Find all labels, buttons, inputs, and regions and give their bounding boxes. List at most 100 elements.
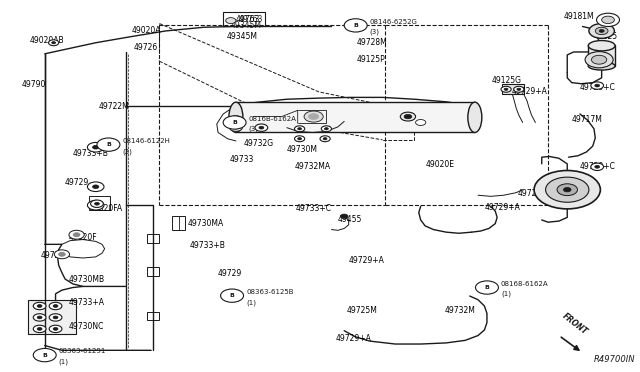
Circle shape bbox=[591, 55, 607, 64]
Bar bbox=[502, 84, 524, 94]
Circle shape bbox=[91, 200, 103, 208]
Bar bbox=[90, 196, 109, 210]
Text: 49020E: 49020E bbox=[425, 160, 454, 169]
Circle shape bbox=[37, 316, 42, 319]
Bar bbox=[147, 267, 159, 276]
Text: 49020A: 49020A bbox=[132, 26, 161, 35]
Circle shape bbox=[415, 119, 426, 125]
Text: (3): (3) bbox=[370, 29, 380, 35]
Text: 0816B-6162A: 0816B-6162A bbox=[248, 116, 296, 122]
Circle shape bbox=[504, 88, 508, 90]
Text: B: B bbox=[230, 293, 234, 298]
Bar bbox=[236, 102, 475, 132]
Bar bbox=[28, 301, 76, 334]
Circle shape bbox=[49, 314, 62, 321]
Circle shape bbox=[259, 126, 264, 129]
Circle shape bbox=[589, 23, 614, 38]
Bar bbox=[147, 311, 159, 320]
Text: 49728: 49728 bbox=[41, 251, 65, 260]
Text: 49729: 49729 bbox=[218, 269, 243, 278]
Bar bbox=[588, 45, 615, 66]
Text: 49730MB: 49730MB bbox=[68, 275, 104, 283]
Text: B: B bbox=[42, 353, 47, 357]
Circle shape bbox=[37, 305, 42, 307]
Circle shape bbox=[33, 325, 46, 333]
Circle shape bbox=[33, 302, 46, 310]
Text: B: B bbox=[353, 23, 358, 28]
Circle shape bbox=[557, 184, 577, 196]
Text: 49763: 49763 bbox=[236, 15, 260, 24]
Circle shape bbox=[230, 116, 243, 123]
Circle shape bbox=[221, 289, 244, 302]
Ellipse shape bbox=[588, 41, 615, 51]
Circle shape bbox=[226, 17, 236, 23]
Circle shape bbox=[595, 84, 600, 87]
Circle shape bbox=[501, 86, 511, 92]
Circle shape bbox=[514, 86, 524, 92]
Circle shape bbox=[563, 187, 571, 192]
Circle shape bbox=[321, 126, 332, 132]
Circle shape bbox=[33, 349, 56, 362]
Circle shape bbox=[53, 316, 58, 319]
Text: 49125P: 49125P bbox=[357, 55, 386, 64]
Circle shape bbox=[602, 16, 614, 23]
Text: 49722M: 49722M bbox=[99, 102, 129, 111]
Text: (1): (1) bbox=[246, 299, 256, 305]
Text: 49717M: 49717M bbox=[572, 115, 603, 124]
Text: 49732G: 49732G bbox=[244, 139, 274, 148]
Circle shape bbox=[49, 325, 62, 333]
Circle shape bbox=[33, 314, 46, 321]
Text: (1): (1) bbox=[501, 291, 511, 298]
Text: 49020FA: 49020FA bbox=[90, 203, 122, 213]
Bar bbox=[223, 12, 264, 26]
Circle shape bbox=[595, 27, 608, 35]
Circle shape bbox=[74, 233, 80, 237]
Circle shape bbox=[545, 177, 589, 202]
Text: 49790: 49790 bbox=[22, 80, 46, 89]
Text: B: B bbox=[484, 285, 490, 290]
Circle shape bbox=[234, 118, 238, 121]
Text: 49730MA: 49730MA bbox=[188, 219, 224, 228]
Text: B: B bbox=[106, 142, 111, 147]
Circle shape bbox=[88, 142, 104, 152]
Text: (3): (3) bbox=[248, 126, 259, 132]
Circle shape bbox=[53, 327, 58, 330]
Circle shape bbox=[340, 214, 348, 218]
Text: 49729+A: 49729+A bbox=[511, 87, 547, 96]
Text: 08146-6122H: 08146-6122H bbox=[122, 138, 170, 144]
Ellipse shape bbox=[588, 62, 615, 70]
Circle shape bbox=[223, 116, 246, 129]
Text: 49763: 49763 bbox=[239, 15, 263, 23]
Text: 49125G: 49125G bbox=[492, 76, 522, 85]
Text: 08168-6162A: 08168-6162A bbox=[501, 281, 548, 287]
Circle shape bbox=[534, 170, 600, 209]
Circle shape bbox=[585, 52, 613, 68]
Text: 49725MA: 49725MA bbox=[518, 189, 554, 198]
Text: 49345M: 49345M bbox=[231, 20, 262, 29]
Circle shape bbox=[95, 202, 99, 205]
Bar bbox=[147, 234, 159, 243]
Text: 49730M: 49730M bbox=[287, 145, 318, 154]
Circle shape bbox=[595, 166, 600, 168]
Text: 49729+A: 49729+A bbox=[484, 202, 520, 212]
Text: 49726: 49726 bbox=[134, 43, 158, 52]
Circle shape bbox=[97, 138, 120, 151]
Text: 49725M: 49725M bbox=[347, 306, 378, 315]
Circle shape bbox=[93, 203, 99, 207]
Circle shape bbox=[591, 82, 604, 89]
Circle shape bbox=[234, 126, 238, 129]
Circle shape bbox=[54, 250, 70, 259]
Circle shape bbox=[323, 138, 327, 140]
Circle shape bbox=[596, 13, 620, 26]
Circle shape bbox=[49, 40, 59, 46]
Text: 49020F: 49020F bbox=[68, 233, 97, 242]
Circle shape bbox=[298, 138, 301, 140]
Circle shape bbox=[517, 88, 521, 90]
Circle shape bbox=[93, 185, 99, 189]
Text: 49455: 49455 bbox=[337, 215, 362, 224]
Text: 49181M: 49181M bbox=[563, 12, 594, 21]
Circle shape bbox=[88, 182, 104, 192]
Circle shape bbox=[69, 230, 84, 239]
Circle shape bbox=[52, 42, 56, 44]
Text: 49733+C: 49733+C bbox=[296, 203, 332, 213]
